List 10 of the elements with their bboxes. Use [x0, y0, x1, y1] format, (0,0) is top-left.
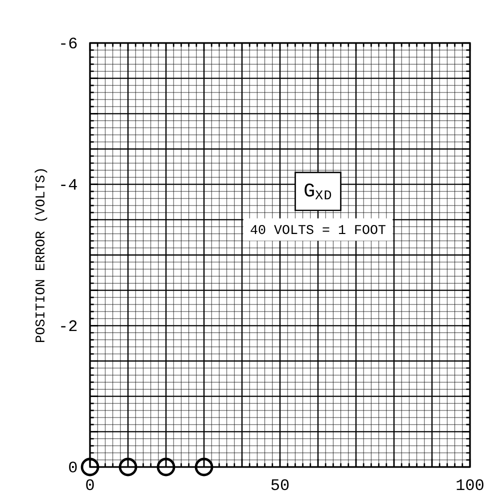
x-tick-label: 50 — [271, 479, 289, 490]
y-axis-title: POSITION ERROR (VOLTS) — [34, 169, 48, 342]
annotation: G$_{XD}$ — [304, 184, 332, 200]
x-tick-label: 0 — [86, 479, 94, 490]
y-tick-label: 0 — [69, 462, 77, 472]
annotation: 40 VOLTS = 1 FOOT — [250, 225, 386, 234]
y-tick-label: -6 — [61, 38, 77, 48]
y-tick-label: -2 — [61, 320, 77, 332]
y-tick-label: -4 — [61, 179, 77, 190]
x-tick-label: 100 — [456, 479, 484, 490]
